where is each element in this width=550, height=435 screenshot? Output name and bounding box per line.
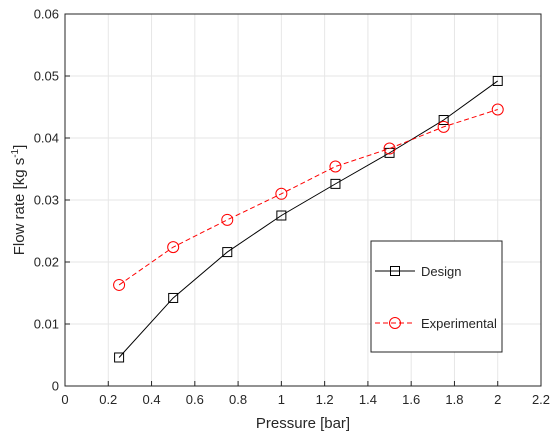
series-experimental-point — [167, 241, 180, 254]
x-tick-label: 1.6 — [402, 392, 420, 407]
series-experimental-line — [118, 109, 498, 286]
legend: Design Experimental — [370, 240, 503, 353]
x-axis-label: Pressure [bar] — [256, 415, 350, 432]
legend-experimental-marker — [389, 317, 401, 329]
y-tick-label: 0.06 — [34, 7, 59, 22]
series-experimental-point — [275, 187, 288, 200]
series-experimental-point — [491, 103, 504, 116]
y-tick-label: 0.04 — [34, 131, 59, 146]
x-tick-label: 0.8 — [229, 392, 247, 407]
series-design-point — [276, 210, 287, 221]
series-design-point — [168, 292, 179, 303]
legend-design-marker — [390, 266, 400, 276]
series-design-point — [222, 247, 233, 258]
x-tick-label: 1.8 — [445, 392, 463, 407]
y-tick-label: 0.02 — [34, 255, 59, 270]
y-axis-label-superscript: -1 — [10, 148, 21, 157]
x-tick-label: 0.2 — [99, 392, 117, 407]
series-design-line — [118, 80, 499, 358]
y-axis-label: Flow rate [kg s-1] — [10, 145, 28, 256]
y-axis-label-end: ] — [11, 145, 28, 149]
x-tick-label: 1.2 — [316, 392, 334, 407]
y-tick-label: 0.05 — [34, 69, 59, 84]
x-tick-label: 2 — [494, 392, 501, 407]
series-experimental-point — [221, 213, 234, 226]
series-experimental-point — [383, 142, 396, 155]
y-tick-label: 0 — [52, 379, 59, 394]
x-tick-label: 1 — [278, 392, 285, 407]
series-experimental-point — [329, 160, 342, 173]
x-tick-label: 2.2 — [532, 392, 550, 407]
x-tick-label: 0.6 — [186, 392, 204, 407]
series-experimental — [113, 103, 504, 291]
series-design-point — [330, 178, 341, 189]
legend-experimental-label: Experimental — [421, 316, 497, 331]
series-layer — [113, 75, 504, 363]
series-experimental-point — [437, 120, 450, 133]
series-design-point — [114, 352, 125, 363]
legend-design-label: Design — [421, 264, 461, 279]
y-tick-label: 0.01 — [34, 317, 59, 332]
y-axis-ticks: 0 0.01 0.02 0.03 0.04 0.05 0.06 — [34, 7, 70, 394]
y-axis-label-main: Flow rate [kg s — [11, 158, 28, 256]
legend-box — [370, 240, 503, 353]
x-axis-ticks: 0 0.2 0.4 0.6 0.8 1 1.2 1.4 1.6 1.8 2 2.2 — [61, 381, 550, 407]
x-tick-label: 0 — [61, 392, 68, 407]
x-tick-label: 1.4 — [359, 392, 377, 407]
x-tick-label: 0.4 — [143, 392, 161, 407]
series-design-point — [438, 115, 449, 126]
series-experimental-point — [113, 278, 126, 291]
series-design-point — [492, 75, 503, 86]
y-tick-label: 0.03 — [34, 193, 59, 208]
